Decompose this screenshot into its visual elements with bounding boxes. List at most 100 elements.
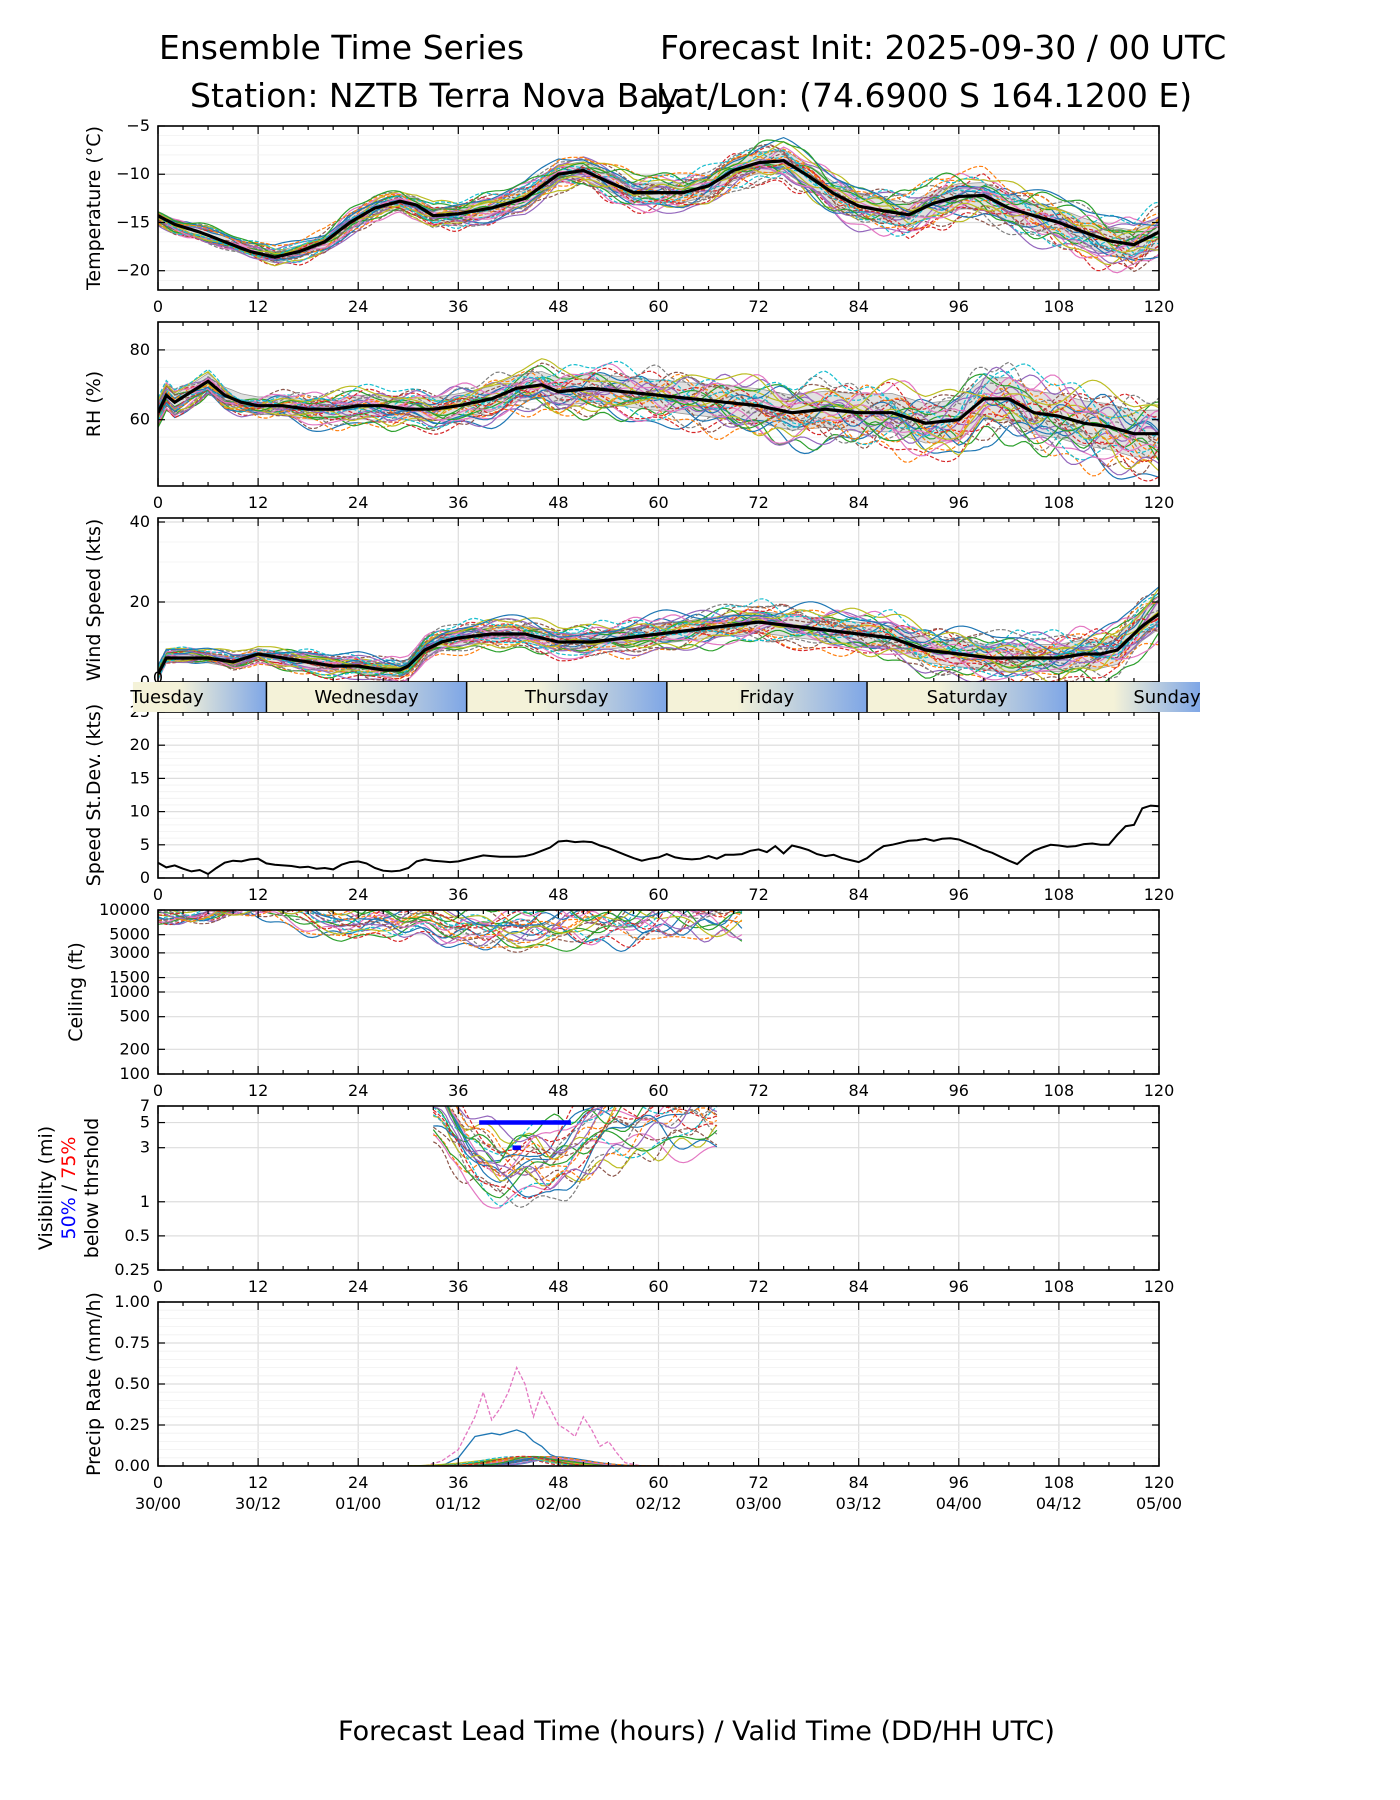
vis-xtick-label: 24 (348, 1277, 368, 1296)
wind-ytick-label: 40 (130, 512, 150, 531)
temp-member-line (158, 153, 1159, 266)
precip-xtick-label: 0 (153, 1473, 163, 1492)
temp-xtick-label: 36 (448, 297, 468, 316)
ceiling-member-line (174, 910, 743, 932)
precip-xtick-label: 84 (849, 1473, 869, 1492)
ceiling-xtick-label: 120 (1144, 1081, 1175, 1100)
sd-grid (157, 711, 1160, 879)
sd-panel: 012243648607284961081200510152025Speed S… (83, 702, 1174, 904)
ceiling-member-line (158, 910, 743, 943)
rh-xtick-label: 36 (448, 493, 468, 512)
vis-xtick-label: 120 (1144, 1277, 1175, 1296)
ceiling-ylabel: Ceiling (ft) (65, 942, 87, 1042)
day-band: Tuesday Wednesday Thursday Friday Saturday Su… (129, 682, 1201, 712)
precip-xtick-label: 24 (348, 1473, 368, 1492)
precip-xtick-label: 60 (648, 1473, 668, 1492)
precip-ylabel: Precip Rate (mm/h) (83, 1292, 105, 1476)
vis-xtick-label: 12 (248, 1277, 268, 1296)
rh-xtick-label: 96 (949, 493, 969, 512)
rh-xtick-label: 0 (153, 493, 163, 512)
vis-ytick-label: 3 (140, 1138, 150, 1157)
vis-xtick-label: 36 (448, 1277, 468, 1296)
day-band-segment (666, 682, 868, 712)
wind-plot-area (158, 586, 1159, 682)
wind-member-line (158, 624, 1159, 682)
x-axis-label: Forecast Lead Time (hours) / Valid Time … (338, 1716, 1055, 1747)
sd-plot-area (158, 804, 1159, 876)
ceiling-member-line (158, 910, 742, 938)
ceiling-member-line (158, 910, 733, 948)
temp-panel: 0 12 24 36 48 60 72 84 96 108 120 −20 −15 −10 −5 Temper… (83, 116, 1174, 316)
precip-xtick-label: 96 (949, 1473, 969, 1492)
vis-member-line (447, 1106, 718, 1176)
rh-ytick-label: 80 (130, 340, 150, 359)
sd-ytick-label: 5 (140, 835, 150, 854)
sd-ylabel: Speed St.Dev. (kts) (83, 704, 105, 887)
wind-member-line (158, 617, 1159, 682)
sd-xtick-label: 0 (153, 885, 163, 904)
sd-xtick-label: 36 (448, 885, 468, 904)
forecast-init-label: Forecast Init: 2025-09-30 / 00 UTC (660, 28, 1227, 67)
temp-member-line (158, 139, 1159, 256)
precip-member-line (408, 1456, 742, 1466)
vis-xtick-label: 72 (748, 1277, 768, 1296)
day-band-segment (132, 682, 267, 712)
rh-xtick-label: 120 (1144, 493, 1175, 512)
vis-member-line (445, 1106, 702, 1184)
temp-member-line (158, 166, 1159, 262)
valid-time-label: 30/12 (235, 1494, 281, 1513)
rh-member-line (158, 377, 1159, 461)
ceiling-member-line (158, 910, 743, 949)
ceiling-ytick-label: 500 (119, 1007, 150, 1026)
ceiling-xtick-label: 24 (348, 1081, 368, 1100)
ceiling-xtick-label: 36 (448, 1081, 468, 1100)
ceiling-member-line (158, 910, 743, 935)
wind-ylabel: Wind Speed (kts) (83, 519, 105, 682)
temp-member-line (158, 149, 1159, 258)
temp-member-line (158, 141, 1159, 252)
rh-ylabel: RH (%) (83, 371, 105, 437)
valid-time-label: 04/00 (936, 1494, 982, 1513)
ceiling-xtick-label: 108 (1044, 1081, 1075, 1100)
temp-xtick-label: 60 (648, 297, 668, 316)
day-label-tuesday: Tuesday (129, 687, 204, 708)
precip-grid (157, 1301, 1160, 1467)
vis-plot-area (432, 1106, 718, 1209)
rh-ensemble-mean-line (158, 379, 1159, 436)
temp-xtick-label: 96 (949, 297, 969, 316)
valid-time-label: 04/12 (1036, 1494, 1082, 1513)
vis-xtick-label: 108 (1044, 1277, 1075, 1296)
vis-member-line (433, 1115, 718, 1187)
ceiling-ytick-label: 1500 (109, 968, 150, 987)
sd-xtick-label: 72 (748, 885, 768, 904)
vis-xtick-label: 48 (548, 1277, 568, 1296)
day-label-wednesday: Wednesday (314, 687, 419, 708)
precip-xtick-label: 12 (248, 1473, 268, 1492)
sd-xtick-label: 48 (548, 885, 568, 904)
valid-time-label: 02/12 (635, 1494, 681, 1513)
temp-member-line (158, 162, 1159, 274)
valid-time-label: 03/12 (836, 1494, 882, 1513)
vis-member-line (432, 1129, 718, 1199)
temp-ytick-label: −15 (116, 212, 150, 231)
precip-xtick-label: 120 (1144, 1473, 1175, 1492)
day-label-sunday: Sunday (1133, 687, 1201, 708)
ceiling-member-line (165, 910, 739, 937)
precip-panel: 0 12 24 36 48 60 72 84 96 108 120 0.00 0.25 0.50 0.75 1… (83, 1292, 1174, 1492)
ceiling-ytick-label: 3000 (109, 943, 150, 962)
precip-ytick-label: 0.25 (114, 1415, 150, 1434)
wind-panel: 00 20 40 Wind Speed (kts) (83, 512, 1160, 691)
vis-sep-label: / (58, 1179, 80, 1197)
rh-xtick-label: 12 (248, 493, 268, 512)
rh-ytick-label: 60 (130, 410, 150, 429)
ceiling-member-line (182, 910, 643, 923)
wind-member-line (158, 624, 1159, 682)
temp-ylabel: Temperature (°C) (83, 126, 105, 291)
wind-ensemble-mean-line (158, 612, 1159, 675)
vis-percent-label: 50% / 75% (58, 1137, 80, 1240)
ceiling-xtick-label: 60 (648, 1081, 668, 1100)
vis-xtick-label: 0 (153, 1277, 163, 1296)
temp-ensemble-mean-line (158, 159, 1159, 259)
precip-series-line (424, 1365, 676, 1466)
temp-xtick-label: 12 (248, 297, 268, 316)
